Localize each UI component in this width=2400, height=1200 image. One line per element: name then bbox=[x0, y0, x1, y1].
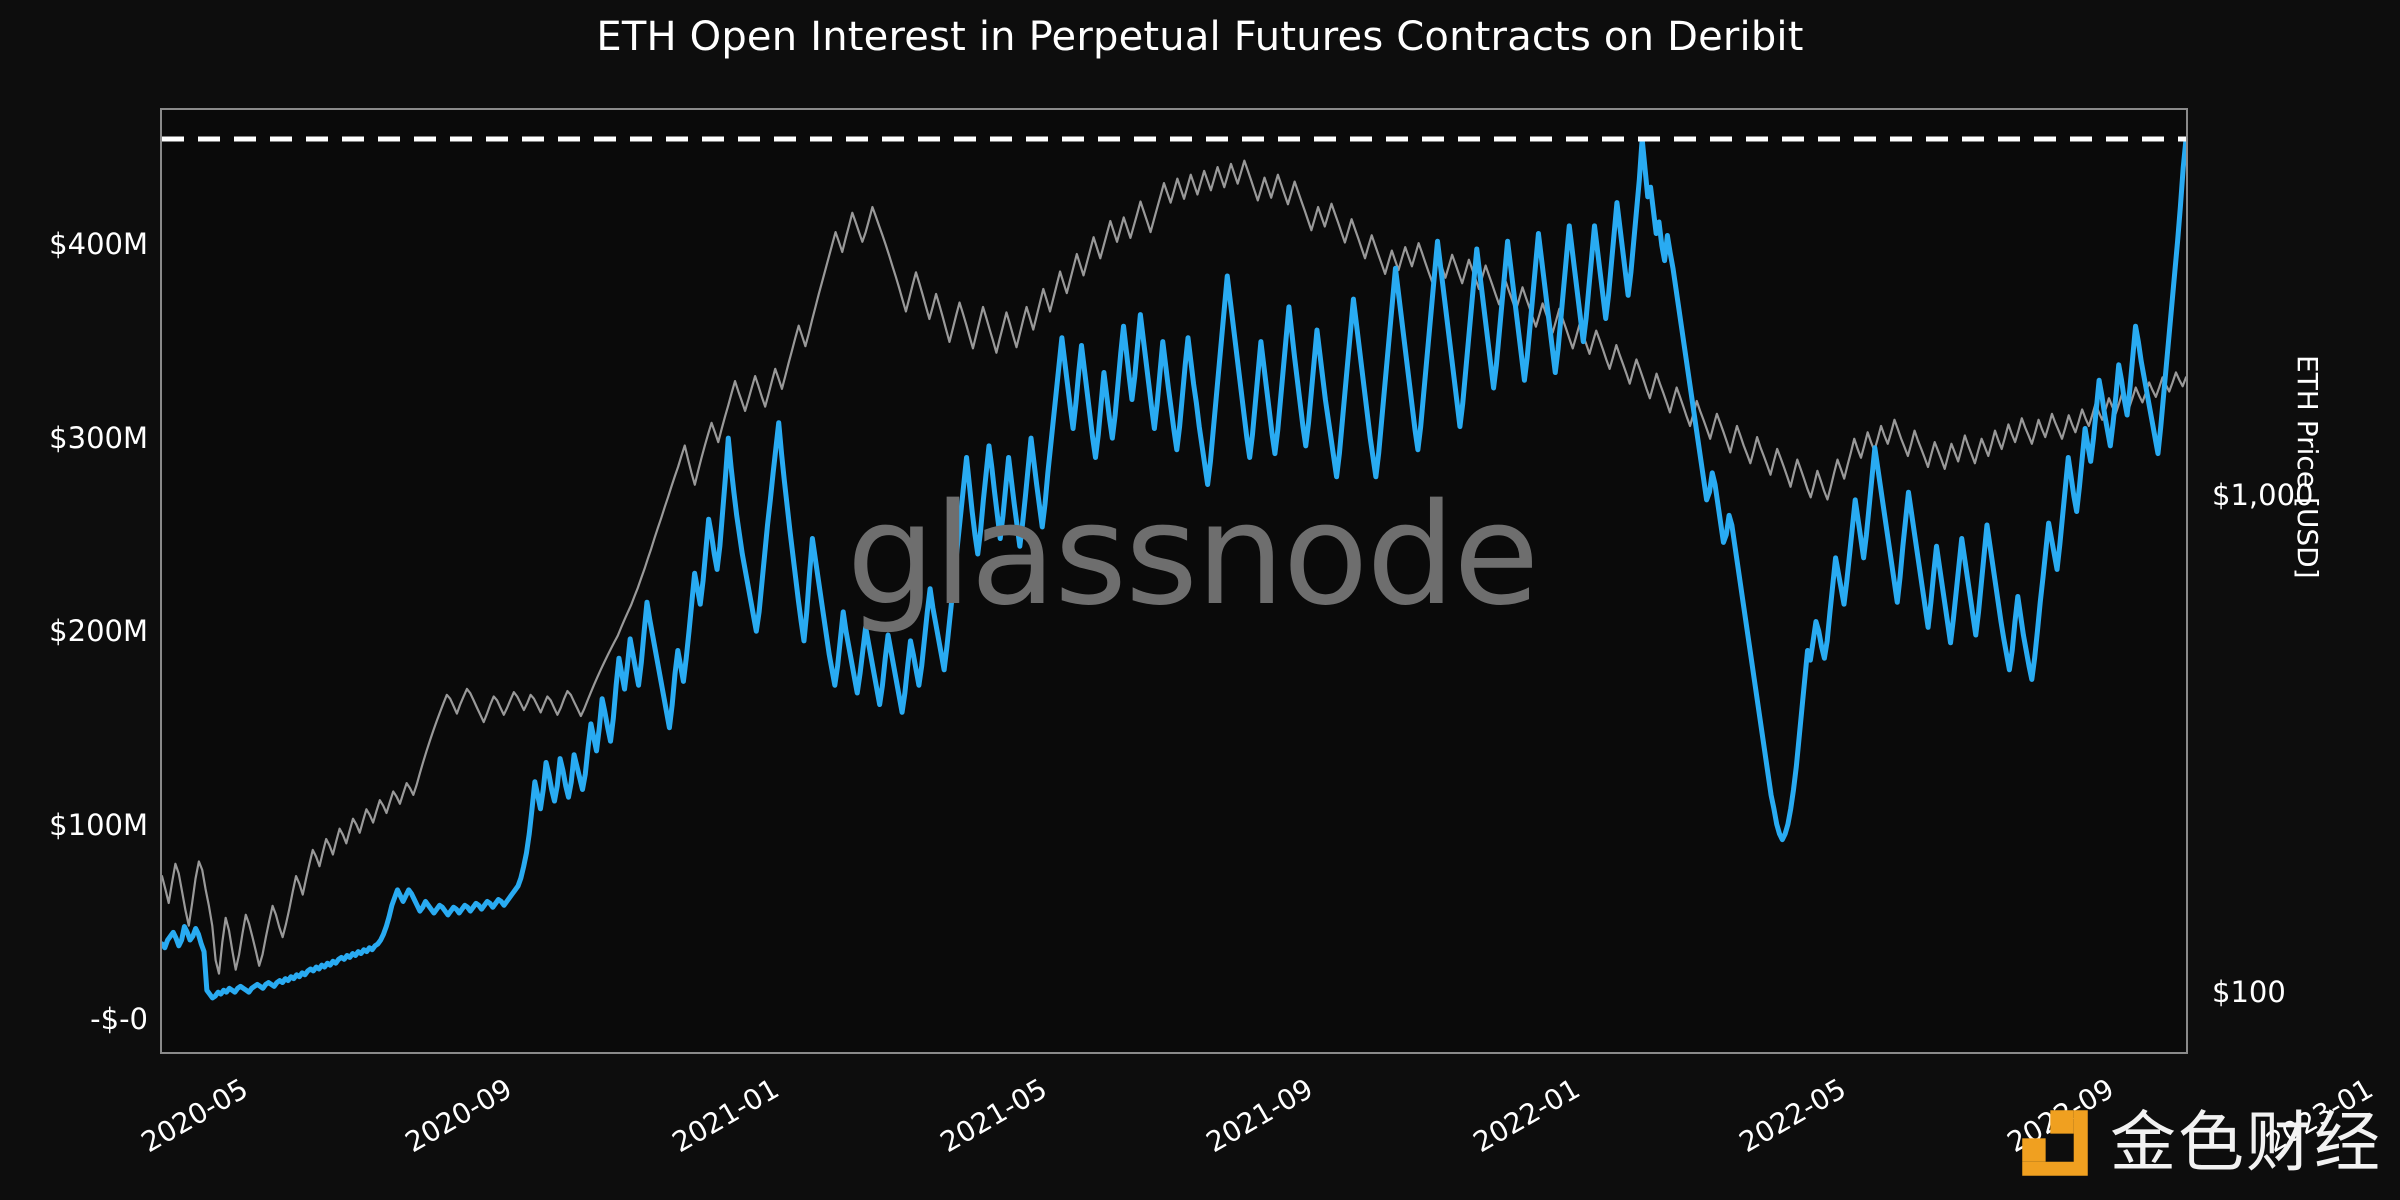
y-axis-right-tick-1: $100 bbox=[2212, 974, 2286, 1009]
brand-name: 金色财经 bbox=[2110, 1104, 2382, 1181]
series-plot bbox=[162, 110, 2186, 1052]
y-axis-left-tick-3: $100M bbox=[49, 808, 148, 843]
chart-title: ETH Open Interest in Perpetual Futures C… bbox=[596, 14, 1804, 60]
eth-open-interest-line bbox=[162, 139, 2186, 998]
y-axis-left-tick-1: $300M bbox=[49, 420, 148, 455]
x-axis-tick-0: 2020-05 bbox=[135, 1072, 254, 1160]
jinse-logo-icon bbox=[2016, 1104, 2094, 1182]
y-axis-right-tick-0: $1,000 bbox=[2212, 477, 2314, 512]
x-axis-tick-3: 2021-05 bbox=[934, 1072, 1053, 1160]
x-axis-tick-2: 2021-01 bbox=[667, 1072, 785, 1160]
y-axis-left-tick-4: -$-0 bbox=[90, 1002, 148, 1037]
y-axis-left-tick-0: $400M bbox=[49, 226, 148, 261]
jinse-mark-svg bbox=[2022, 1110, 2088, 1176]
y-axis-left-tick-2: $200M bbox=[49, 614, 148, 649]
eth-price-line bbox=[162, 161, 2186, 974]
x-axis-tick-6: 2022-05 bbox=[1733, 1072, 1852, 1160]
plot-area[interactable] bbox=[160, 108, 2188, 1054]
x-axis-tick-5: 2022-01 bbox=[1468, 1072, 1586, 1160]
y-axis-right-title: ETH Price [USD] bbox=[2291, 355, 2324, 579]
x-axis-tick-4: 2021-09 bbox=[1200, 1072, 1319, 1160]
brand-logo: 金色财经 bbox=[2016, 1104, 2382, 1182]
x-axis-tick-1: 2020-09 bbox=[399, 1072, 518, 1160]
